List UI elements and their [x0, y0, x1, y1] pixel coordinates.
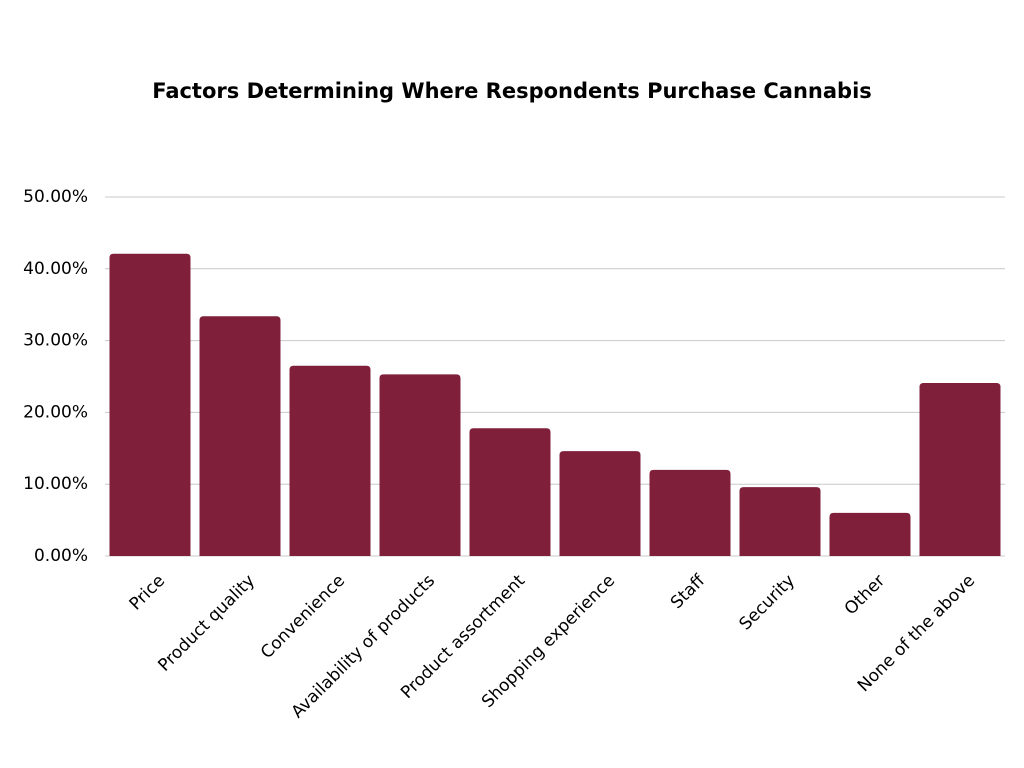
- y-tick-label: 40.00%: [23, 259, 88, 279]
- x-tick-label: Price: [126, 571, 169, 614]
- bar: [109, 253, 191, 557]
- bar: [739, 487, 821, 556]
- x-tick-label: Availability of products: [288, 571, 439, 722]
- bar: [559, 451, 641, 556]
- y-tick-label: 50.00%: [23, 187, 88, 207]
- y-tick-label: 0.00%: [34, 546, 88, 566]
- bar: [379, 374, 461, 556]
- bar: [649, 469, 731, 556]
- y-tick-label: 20.00%: [23, 402, 88, 422]
- bar: [829, 512, 911, 556]
- bar: [919, 382, 1001, 556]
- x-tick-label: Staff: [667, 570, 710, 613]
- x-tick-label: Convenience: [257, 571, 349, 663]
- x-tick-label: Product quality: [154, 571, 259, 676]
- x-tick-label: Security: [736, 571, 800, 635]
- y-tick-label: 10.00%: [23, 474, 88, 494]
- chart-title: Factors Determining Where Respondents Pu…: [152, 79, 872, 103]
- y-tick-label: 30.00%: [23, 331, 88, 351]
- bar: [469, 428, 551, 556]
- bar: [289, 365, 371, 556]
- x-tick-label: Other: [841, 571, 889, 619]
- bar: [199, 316, 281, 556]
